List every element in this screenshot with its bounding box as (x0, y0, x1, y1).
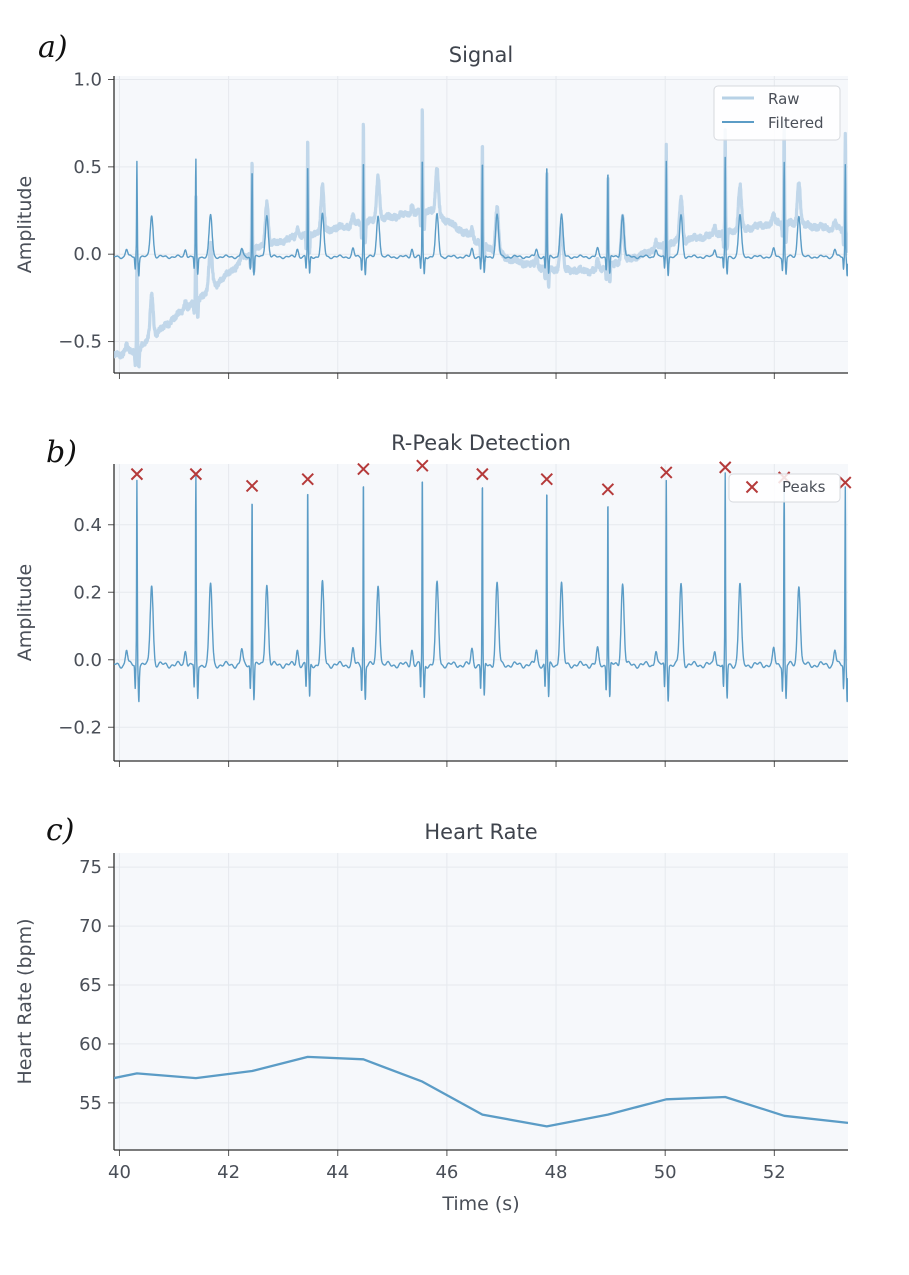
peak-marker (416, 459, 429, 472)
peak-marker (601, 483, 615, 496)
peak-marker (660, 466, 673, 479)
y-tick-label: 0.0 (73, 244, 102, 265)
panel-signal: −0.5 0.0 0.5 1.0 Signal Amplitude a) Raw Filtere… (14, 30, 848, 379)
peak-marker (719, 461, 732, 474)
peak-marker (189, 467, 203, 481)
x-tick-label: 40 (108, 1162, 131, 1183)
y-tick-label: 1.0 (73, 69, 102, 90)
x-tick-label: 44 (326, 1162, 349, 1183)
plot-area (114, 853, 848, 1150)
series-filtered-line (114, 472, 848, 703)
plot-content (114, 1055, 848, 1128)
y-tick-label: −0.5 (58, 332, 102, 353)
y-axis-label: Amplitude (14, 564, 36, 661)
y-tick-label: 0.5 (73, 157, 102, 178)
y-tick-label: 60 (79, 1034, 102, 1055)
legend-swatch-peaks (745, 480, 759, 494)
peak-marker (130, 467, 144, 481)
legend-label-raw: Raw (768, 90, 800, 108)
x-axis-label: Time (s) (441, 1193, 519, 1215)
peak-marker (476, 467, 489, 481)
y-tick-label: 0.2 (73, 582, 102, 603)
peak-marker (245, 479, 259, 493)
peak-marker (357, 462, 370, 476)
x-tick-label: 42 (217, 1162, 240, 1183)
plot-content (114, 472, 848, 703)
peak-marker (301, 472, 314, 486)
y-tick-label: 65 (79, 975, 102, 996)
panel-letter: b) (46, 435, 77, 470)
legend-label-peaks: Peaks (782, 478, 826, 496)
x-tick-label: 50 (654, 1162, 677, 1183)
y-tick-label: 0.4 (73, 515, 102, 536)
series-filtered-line (114, 156, 848, 277)
panel-letter: a) (38, 30, 68, 65)
legend-label-filtered: Filtered (768, 114, 824, 132)
x-tick-label: 48 (545, 1162, 568, 1183)
y-axis-label: Amplitude (14, 176, 36, 273)
legend: Peaks (728, 473, 841, 503)
panel-r-peak-detection: −0.2 0.0 0.2 0.4 R-Peak Detection Amplitude b)… (14, 431, 852, 767)
panel-letter: c) (46, 813, 75, 848)
legend: Raw Filtered (713, 85, 841, 141)
panel-heart-rate: 55 60 65 70 75 40 42 44 46 48 50 52 Heart Rate Heart … (14, 813, 848, 1215)
chart-title: Heart Rate (424, 820, 537, 844)
y-tick-label: 70 (79, 916, 102, 937)
x-tick-label: 52 (763, 1162, 786, 1183)
y-tick-label: 55 (79, 1093, 102, 1114)
y-axis-label: Heart Rate (bpm) (14, 919, 36, 1085)
y-tick-label: 0.0 (73, 650, 102, 671)
y-tick-label: 75 (79, 857, 102, 878)
series-heart-rate-line (114, 1055, 848, 1128)
y-tick-label: −0.2 (58, 717, 102, 738)
chart-title: Signal (449, 43, 514, 67)
x-tick-label: 46 (435, 1162, 458, 1183)
chart-title: R-Peak Detection (391, 431, 571, 455)
peak-marker (540, 472, 553, 486)
peak-marker (839, 476, 852, 489)
plot-content (114, 108, 848, 369)
